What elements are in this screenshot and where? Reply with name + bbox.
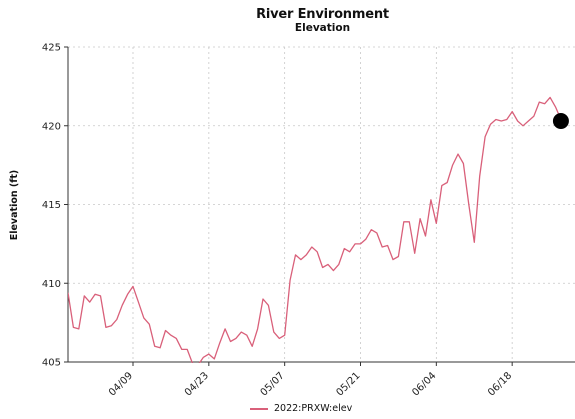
y-axis-label: Elevation (ft) (9, 170, 20, 241)
y-tick-label: 415 (42, 200, 61, 211)
x-tick-label: 05/21 (334, 370, 362, 398)
y-tick-label: 420 (42, 121, 61, 132)
x-tick-label: 06/18 (486, 370, 514, 398)
axes (64, 46, 575, 366)
legend-swatch (250, 407, 268, 410)
x-tick-label: 06/04 (410, 370, 438, 398)
tick-labels: 405 410 415 420 425 04/09 04/23 05/07 05/21 06/04… (42, 43, 514, 399)
y-tick-label: 425 (42, 43, 61, 54)
chart-subtitle: Elevation (294, 22, 351, 34)
current-value-marker (552, 113, 569, 130)
x-tick-label: 04/23 (183, 370, 211, 398)
legend: 2022:PRXW:elev (250, 403, 352, 414)
y-tick-label: 405 (42, 358, 61, 369)
series-layer (68, 96, 569, 363)
x-tick-label: 04/09 (107, 370, 135, 398)
y-tick-label: 410 (42, 279, 61, 290)
grid (68, 46, 575, 363)
chart-title: River Environment (256, 7, 389, 22)
legend-label: 2022:PRXW:elev (274, 403, 353, 414)
series-line (68, 96, 562, 363)
x-tick-label: 05/07 (259, 370, 287, 398)
